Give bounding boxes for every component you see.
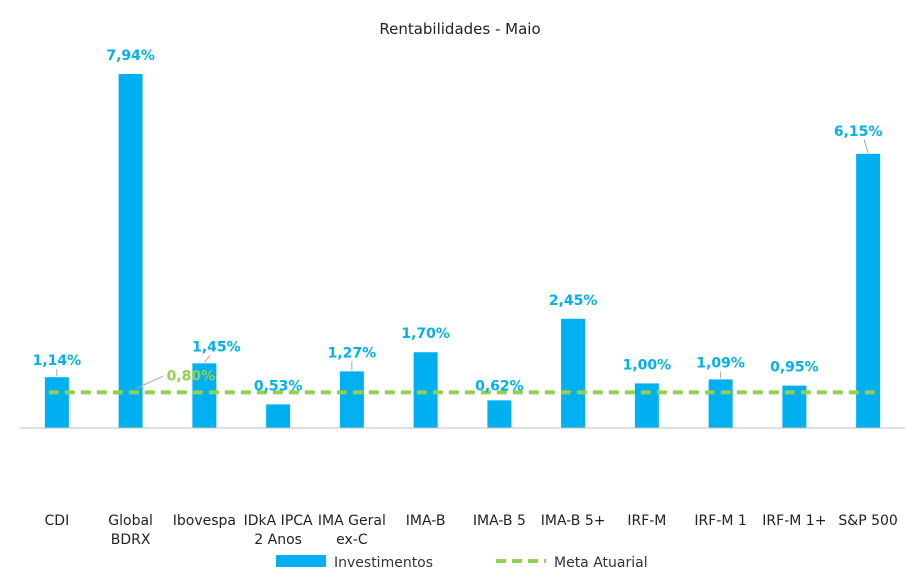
bar — [44, 377, 69, 428]
data-label: 1,14% — [33, 353, 82, 369]
meta-atuarial-label: 0,80% — [167, 368, 216, 384]
chart-title: Rentabilidades - Maio — [379, 20, 540, 38]
bars-group — [44, 74, 881, 429]
category-label: S&P 500 — [838, 513, 897, 529]
data-label: 0,62% — [475, 378, 524, 394]
category-label: ex-C — [336, 532, 368, 548]
leader-line — [863, 139, 869, 153]
data-label: 0,95% — [770, 360, 819, 376]
legend-swatch-investimentos — [276, 555, 326, 567]
legend-label-investimentos: Investimentos — [334, 555, 433, 571]
data-label: 0,53% — [254, 378, 303, 394]
bar — [708, 379, 733, 428]
bar — [266, 404, 291, 428]
bar — [118, 74, 143, 428]
leader-line — [136, 375, 163, 389]
bar — [487, 400, 512, 428]
data-label: 1,45% — [192, 339, 241, 355]
category-label: CDI — [45, 513, 70, 529]
category-label: Global — [108, 513, 153, 529]
category-label: IRF-M 1+ — [762, 513, 826, 529]
bar — [339, 371, 364, 428]
legend-label-meta-atuarial: Meta Atuarial — [554, 555, 648, 571]
data-label: 6,15% — [834, 124, 883, 140]
leader-line — [203, 355, 211, 363]
category-label: IRF-M 1 — [694, 513, 746, 529]
category-label: IMA-B 5+ — [541, 513, 606, 529]
category-labels-group: CDI Global BDRX Ibovespa IDkA IPCA 2 Anos IMA … — [45, 513, 898, 548]
category-label: IDkA IPCA — [244, 513, 313, 529]
category-label: IRF-M — [627, 513, 666, 529]
bar — [413, 352, 438, 428]
category-label: BDRX — [111, 532, 151, 548]
data-label: 1,70% — [401, 326, 450, 342]
data-label: 1,27% — [328, 345, 377, 361]
bar — [561, 318, 586, 428]
category-label: IMA Geral — [318, 513, 386, 529]
category-label: 2 Anos — [254, 532, 302, 548]
data-label: 1,00% — [623, 357, 672, 373]
data-label: 1,09% — [696, 355, 745, 371]
bar — [192, 363, 217, 428]
category-label: IMA-B 5 — [473, 513, 526, 529]
data-label: 2,45% — [549, 293, 598, 309]
legend: Investimentos Meta Atuarial — [276, 555, 648, 571]
bar — [856, 153, 881, 429]
data-label: 7,94% — [106, 48, 155, 64]
category-label: IMA-B — [406, 513, 446, 529]
leader-lines-group — [56, 139, 869, 389]
category-label: Ibovespa — [173, 513, 236, 529]
bar — [634, 383, 659, 428]
data-labels-group: 1,14% 7,94% 1,45% 0,53% 1,27% 1,70% 0,62% 2,45%… — [33, 48, 883, 394]
